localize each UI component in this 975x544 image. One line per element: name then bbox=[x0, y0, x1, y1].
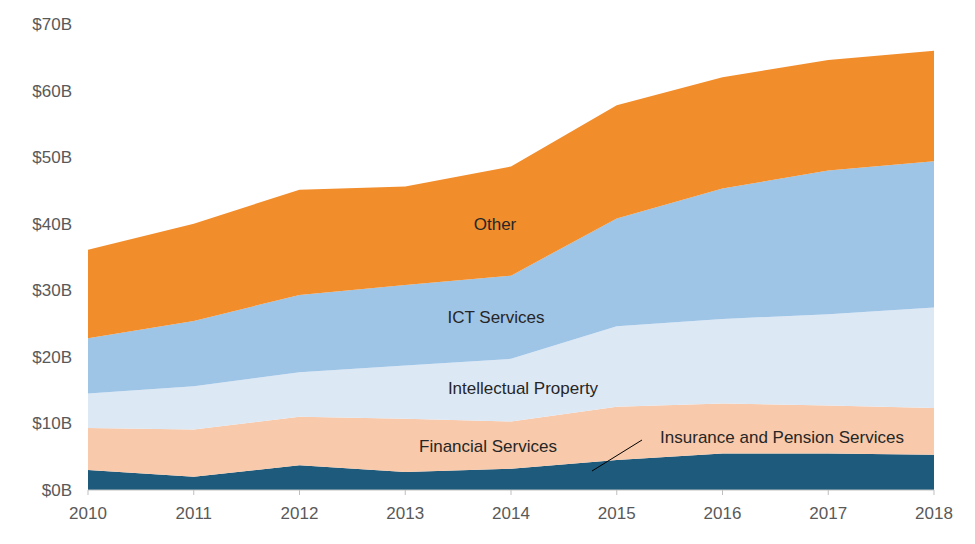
x-tick bbox=[193, 490, 194, 495]
x-tick bbox=[511, 490, 512, 495]
y-tick-label: $70B bbox=[32, 15, 72, 34]
y-tick bbox=[85, 90, 88, 91]
x-tick bbox=[934, 490, 935, 495]
x-tick-label: 2014 bbox=[492, 504, 530, 523]
x-tick-label: 2016 bbox=[704, 504, 742, 523]
y-tick-label: $60B bbox=[32, 82, 72, 101]
y-tick bbox=[85, 157, 88, 158]
x-tick bbox=[299, 490, 300, 495]
y-tick bbox=[85, 423, 88, 424]
y-tick-label: $0B bbox=[42, 481, 72, 500]
y-tick bbox=[85, 290, 88, 291]
chart: 2010 2011 2012 2013 2014 2015 2016 2017 2018 $0B $… bbox=[0, 0, 975, 544]
y-tick bbox=[85, 356, 88, 357]
series-label: ICT Services bbox=[448, 308, 545, 327]
y-tick-label: $20B bbox=[32, 348, 72, 367]
leader-line bbox=[592, 440, 642, 471]
series-label: Financial Services bbox=[419, 437, 557, 456]
y-tick bbox=[85, 24, 88, 25]
y-tick-label: $30B bbox=[32, 281, 72, 300]
x-tick bbox=[88, 490, 89, 495]
y-tick bbox=[85, 490, 88, 491]
x-tick-label: 2017 bbox=[809, 504, 847, 523]
y-tick-label: $10B bbox=[32, 414, 72, 433]
series-label: Insurance and Pension Services bbox=[660, 428, 904, 447]
x-tick bbox=[405, 490, 406, 495]
x-tick bbox=[828, 490, 829, 495]
x-tick-label: 2012 bbox=[281, 504, 319, 523]
series-label: Other bbox=[474, 215, 517, 234]
x-tick bbox=[722, 490, 723, 495]
x-tick-label: 2015 bbox=[598, 504, 636, 523]
x-tick-label: 2013 bbox=[386, 504, 424, 523]
y-tick-label: $50B bbox=[32, 148, 72, 167]
area bbox=[88, 51, 934, 339]
plot-area bbox=[88, 51, 934, 490]
y-tick bbox=[85, 223, 88, 224]
x-tick bbox=[616, 490, 617, 495]
x-tick-label: 2011 bbox=[175, 504, 212, 523]
x-tick-label: 2018 bbox=[915, 504, 953, 523]
x-tick-label: 2010 bbox=[69, 504, 107, 523]
series-label: Intellectual Property bbox=[448, 379, 599, 398]
y-tick-label: $40B bbox=[32, 215, 72, 234]
